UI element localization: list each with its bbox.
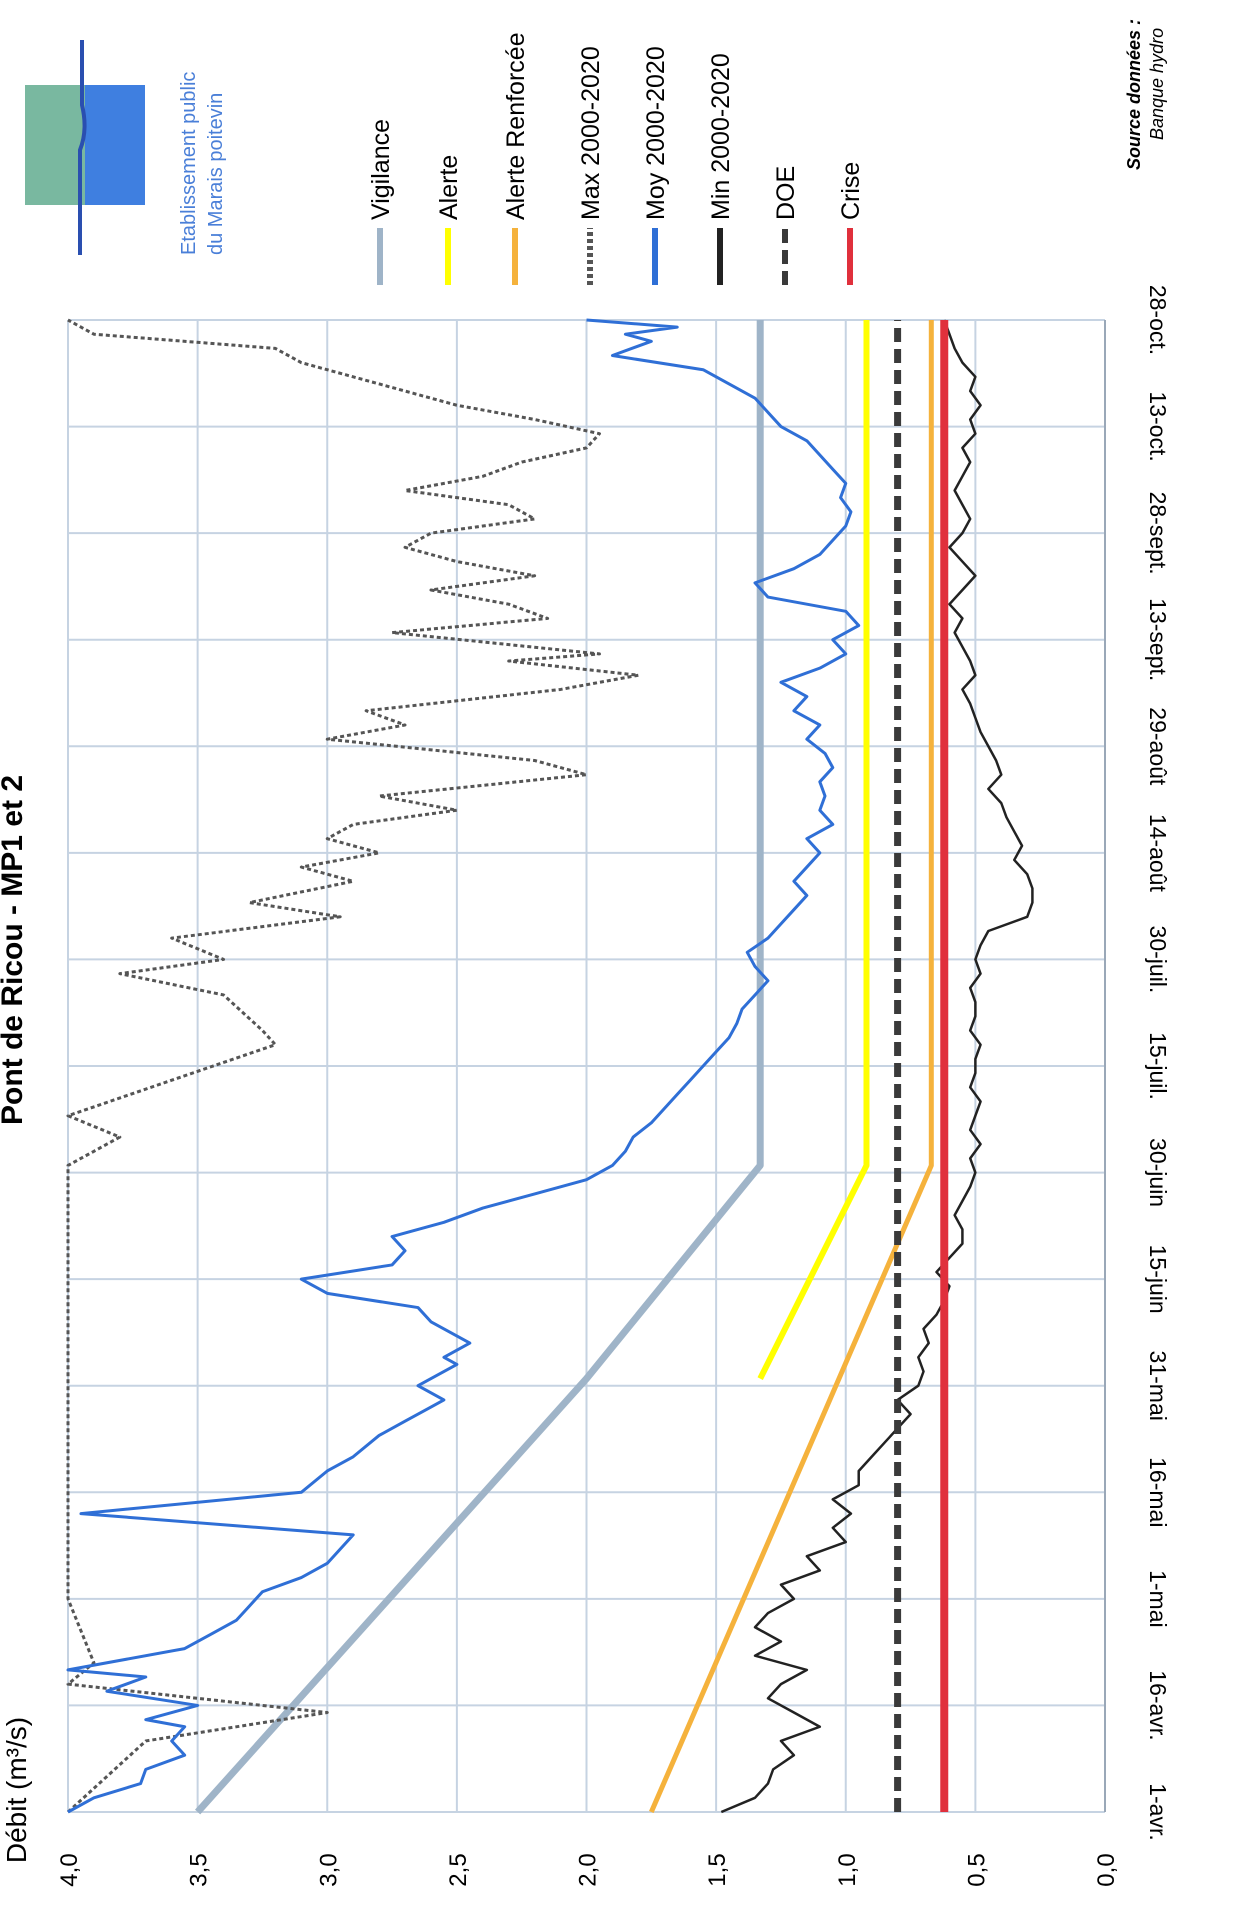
series-line-2 <box>649 320 934 1813</box>
series-line-3 <box>66 318 640 1814</box>
y-tick-label: 0,0 <box>1093 1853 1120 1886</box>
x-tick-label: 16-mai <box>1145 1457 1171 1527</box>
legend-label: Min 2000-2020 <box>707 53 735 220</box>
series-line-4 <box>66 318 861 1814</box>
x-tick-label: 30-juin <box>1145 1138 1171 1207</box>
y-axis-label: Débit (m³/s) <box>1 1717 32 1863</box>
logo-wave <box>78 40 87 255</box>
legend-label: Max 2000-2020 <box>577 46 605 220</box>
logo-text-1: Etablissement public <box>178 72 200 255</box>
y-tick-label: 3,5 <box>186 1853 213 1886</box>
x-tick-label: 30-juil. <box>1145 926 1171 994</box>
legend-label: DOE <box>772 166 800 220</box>
source-value: Banque hydro <box>1147 28 1167 140</box>
legend-label: Moy 2000-2020 <box>642 46 670 220</box>
x-tick-label: 16-avr. <box>1145 1670 1171 1740</box>
x-tick-label: 13-sept. <box>1145 598 1171 681</box>
x-tick-label: 15-juil. <box>1145 1032 1171 1100</box>
y-tick-label: 2,5 <box>445 1853 472 1886</box>
legend-label: Crise <box>837 162 865 220</box>
logo-green-block <box>25 85 85 205</box>
x-tick-label: 29-août <box>1145 707 1171 786</box>
plot-area: 0,0 0,5 1,0 1,5 2,0 2,5 3,0 3,5 4,0 1-avr. 16-avr.… <box>56 285 1171 1887</box>
x-tick-label: 1-avr. <box>1145 1783 1171 1841</box>
x-tick-label: 14-août <box>1145 814 1171 893</box>
y-tick-label: 4,0 <box>56 1853 83 1886</box>
series-line-0 <box>195 320 764 1815</box>
y-tick-label: 0,5 <box>963 1853 990 1886</box>
y-tick-label: 1,5 <box>704 1853 731 1886</box>
logo: Etablissement public du Marais poitevin <box>25 40 227 255</box>
x-tick-label: 13-oct. <box>1145 391 1171 461</box>
x-tick-label: 28-oct. <box>1145 285 1171 355</box>
x-tick-label: 15-juin <box>1145 1245 1171 1314</box>
x-tick-label: 1-mai <box>1145 1570 1171 1628</box>
legend: Vigilance Alerte Alerte Renforcée Max 2000-… <box>367 32 865 285</box>
legend-label: Alerte <box>435 155 463 220</box>
chart-title: Pont de Ricou - MP1 et 2 <box>0 775 29 1125</box>
source-label: Source données : <box>1124 19 1144 170</box>
legend-label: Alerte Renforcée <box>502 32 530 220</box>
logo-text-2: du Marais poitevin <box>205 93 227 255</box>
y-tick-label: 1,0 <box>834 1853 861 1886</box>
x-tick-label: 31-mai <box>1145 1351 1171 1421</box>
y-tick-label: 2,0 <box>575 1853 602 1886</box>
x-tick-label: 28-sept. <box>1145 492 1171 575</box>
y-tick-label: 3,0 <box>315 1853 342 1886</box>
legend-label: Vigilance <box>367 119 395 220</box>
series-line-1 <box>757 320 870 1380</box>
series-line-5 <box>720 319 1034 1814</box>
logo-blue-block <box>85 85 145 205</box>
